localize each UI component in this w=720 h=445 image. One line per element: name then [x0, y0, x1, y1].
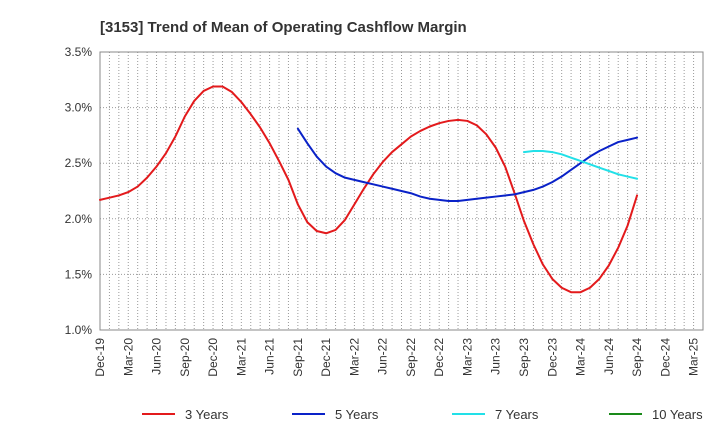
x-tick-label: Jun-21: [263, 338, 277, 375]
axis-layer: 1.0% 1.5% 2.0% 2.5% 3.0% 3.5% Dec-19 Mar-20 Jun-…: [65, 45, 704, 377]
x-tick-label: Dec-22: [432, 338, 446, 377]
x-tick-label: Sep-21: [291, 338, 305, 377]
series-layer: [99, 85, 639, 294]
y-tick-label: 3.0%: [65, 101, 93, 115]
y-tick-label: 1.5%: [65, 267, 93, 281]
chart-title: [3153] Trend of Mean of Operating Cashfl…: [100, 19, 467, 36]
x-tick-label: Jun-20: [150, 338, 164, 375]
legend: 3 Years 5 Years 7 Years 10 Years: [142, 407, 703, 422]
x-tick-label: Mar-21: [234, 338, 248, 376]
grid-layer: [100, 52, 703, 330]
series-line: [99, 85, 639, 294]
legend-label: 3 Years: [185, 407, 229, 422]
x-tick-label: Mar-23: [460, 338, 474, 376]
x-tick-label: Sep-22: [404, 338, 418, 377]
x-tick-label: Mar-22: [347, 338, 361, 376]
x-tick-label: Jun-23: [489, 338, 503, 375]
x-tick-label: Mar-24: [574, 338, 588, 376]
x-tick-label: Dec-21: [319, 338, 333, 377]
series-line: [522, 149, 639, 180]
y-tick-label: 1.0%: [65, 323, 93, 337]
y-tick-label: 2.5%: [65, 156, 93, 170]
x-tick-label: Dec-20: [206, 338, 220, 377]
x-tick-label: Dec-24: [658, 338, 672, 377]
legend-label: 10 Years: [652, 407, 703, 422]
x-tick-label: Dec-23: [545, 338, 559, 377]
x-tick-label: Mar-20: [121, 338, 135, 376]
plot-frame: [99, 51, 704, 331]
x-tick-label: Sep-23: [517, 338, 531, 377]
x-tick-label: Mar-25: [687, 338, 701, 376]
x-tick-label: Sep-24: [630, 338, 644, 377]
series-line: [296, 127, 639, 203]
y-tick-label: 3.5%: [65, 45, 93, 59]
legend-label: 5 Years: [335, 407, 379, 422]
x-tick-label: Jun-22: [376, 338, 390, 375]
legend-label: 7 Years: [495, 407, 539, 422]
x-tick-label: Jun-24: [602, 338, 616, 375]
y-tick-label: 2.0%: [65, 212, 93, 226]
x-tick-label: Dec-19: [93, 338, 107, 377]
x-tick-label: Sep-20: [178, 338, 192, 377]
